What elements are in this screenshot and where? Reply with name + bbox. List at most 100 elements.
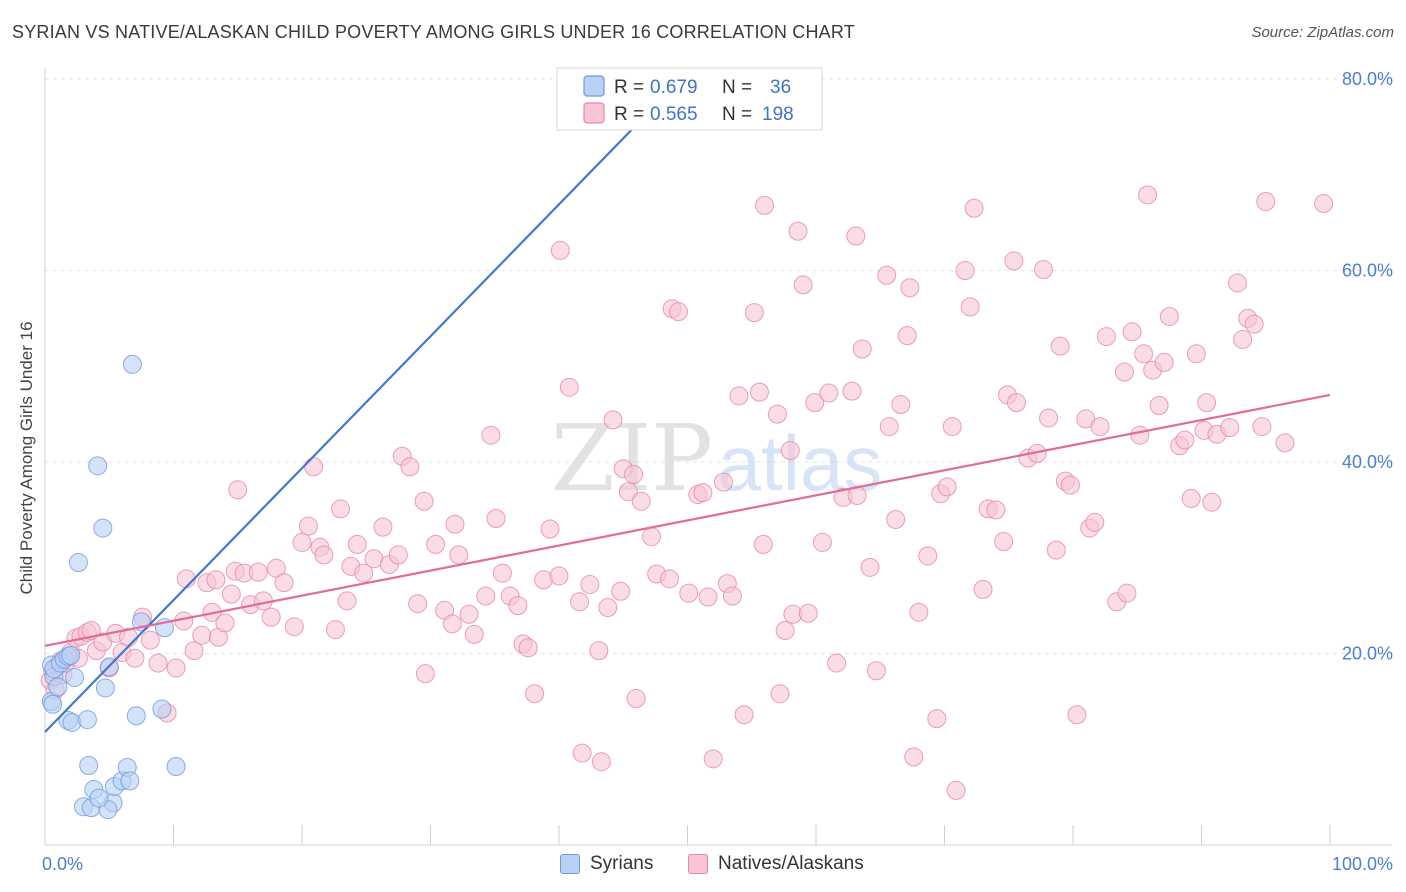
syrians-point-13: [68, 553, 88, 573]
natives-point-27: [184, 641, 204, 661]
syrians-point-16: [79, 756, 99, 776]
natives-point-129: [860, 557, 880, 577]
natives-point-183: [1197, 393, 1217, 413]
natives-point-78: [525, 684, 545, 704]
legend-n-value-syrians: 36: [770, 77, 791, 98]
natives-point-38: [248, 562, 268, 582]
legend-swatch-syrians-bottom: [560, 854, 580, 874]
natives-point-146: [964, 198, 984, 218]
natives-point-180: [1181, 488, 1201, 508]
natives-point-109: [734, 705, 754, 725]
natives-point-40: [261, 607, 281, 627]
natives-point-196: [780, 441, 800, 461]
legend-n-value-natives: 198: [762, 104, 794, 125]
natives-point-90: [611, 581, 631, 601]
natives-point-80: [540, 519, 560, 539]
natives-point-177: [1159, 306, 1179, 326]
natives-point-43: [284, 617, 304, 637]
legend-r-value-natives: 0.565: [650, 104, 698, 125]
natives-point-191: [1256, 192, 1276, 212]
y-axis-label: Child Poverty Among Girls Under 16: [17, 321, 36, 594]
natives-point-144: [955, 261, 975, 280]
natives-point-104: [703, 749, 723, 769]
natives-point-157: [1039, 408, 1059, 428]
syrians-point-30: [122, 354, 142, 374]
natives-point-195: [846, 226, 866, 246]
natives-point-187: [1227, 273, 1247, 293]
natives-point-179: [1175, 430, 1195, 450]
natives-point-22: [148, 653, 168, 673]
natives-point-77: [518, 638, 538, 658]
natives-point-57: [388, 545, 408, 565]
natives-point-170: [1117, 583, 1137, 603]
natives-point-88: [598, 598, 618, 618]
syrians-point-33: [166, 756, 186, 776]
natives-point-136: [904, 747, 924, 767]
natives-point-67: [449, 545, 469, 565]
natives-point-35: [228, 480, 248, 500]
natives-point-110: [744, 303, 764, 323]
natives-point-147: [973, 579, 993, 599]
natives-point-119: [793, 275, 813, 295]
natives-point-105: [713, 472, 733, 492]
natives-point-48: [325, 620, 345, 640]
legend-n-label-syrians: N =: [722, 77, 752, 98]
natives-point-192: [1275, 433, 1295, 453]
natives-point-159: [1050, 336, 1070, 356]
legend-swatch-natives-bottom: [688, 854, 708, 874]
natives-point-126: [842, 381, 862, 401]
natives-point-133: [886, 509, 906, 529]
syrians-point-28: [126, 706, 146, 726]
natives-point-95: [642, 527, 662, 547]
natives-point-135: [897, 326, 917, 346]
natives-point-153: [1006, 393, 1026, 413]
natives-point-143: [946, 780, 966, 800]
legend-swatch-natives: [583, 102, 605, 124]
natives-point-32: [215, 613, 235, 633]
axes: [44, 68, 1392, 846]
natives-point-61: [414, 491, 434, 511]
natives-point-197: [550, 240, 570, 260]
x-tick-label-1: 100.0%: [1332, 854, 1393, 874]
syrians-point-2: [43, 694, 63, 714]
y-tick-label-2: 60.0%: [1342, 261, 1393, 281]
syrians-trend-line: [44, 78, 682, 733]
natives-point-19: [125, 648, 145, 668]
stats-legend: R = 0.679 N = 36 R = 0.565 N = 198: [556, 67, 823, 131]
natives-point-194: [1134, 344, 1154, 364]
natives-point-113: [755, 195, 775, 215]
syrians-point-27: [120, 771, 140, 791]
natives-point-173: [1138, 185, 1158, 205]
syrians-point-10: [61, 645, 81, 665]
natives-point-42: [274, 573, 294, 593]
series-legend: Syrians Natives/Alaskans: [0, 848, 1406, 880]
natives-point-181: [1186, 344, 1206, 364]
natives-point-44: [298, 516, 318, 536]
natives-point-115: [770, 684, 790, 704]
natives-point-65: [442, 614, 462, 634]
natives-point-70: [476, 586, 496, 606]
natives-point-184: [1202, 492, 1222, 512]
natives-point-83: [570, 592, 590, 612]
syrians-point-5: [48, 677, 68, 697]
natives-point-108: [729, 386, 749, 406]
chart-title: SYRIAN VS NATIVE/ALASKAN CHILD POVERTY A…: [12, 22, 855, 42]
natives-point-132: [879, 417, 899, 437]
natives-point-190: [1244, 314, 1264, 334]
natives-trend-line: [44, 393, 1331, 647]
natives-point-84: [572, 743, 592, 763]
natives-point-107: [722, 586, 742, 606]
natives-point-55: [373, 517, 393, 537]
chart-source: Source: ZipAtlas.com: [1251, 24, 1394, 41]
natives-point-28: [192, 625, 212, 645]
natives-point-94: [631, 491, 651, 511]
natives-point-172: [1130, 425, 1150, 445]
natives-point-82: [559, 377, 579, 397]
natives-point-69: [464, 624, 484, 644]
natives-point-102: [693, 483, 713, 503]
natives-point-124: [827, 653, 847, 673]
x-tick-label-0: 0.0%: [42, 854, 83, 874]
natives-point-150: [994, 531, 1014, 551]
gridlines: [45, 78, 1392, 654]
natives-point-93: [626, 689, 646, 709]
